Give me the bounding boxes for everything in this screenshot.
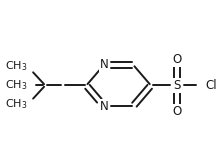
Text: N: N [99, 58, 108, 71]
Text: S: S [174, 79, 181, 92]
Text: CH$_3$: CH$_3$ [5, 98, 28, 111]
Text: Cl: Cl [205, 79, 217, 92]
Text: N: N [99, 99, 108, 113]
Text: CH$_3$: CH$_3$ [5, 59, 28, 73]
Text: O: O [173, 105, 182, 118]
Text: CH$_3$: CH$_3$ [5, 79, 28, 92]
Text: O: O [173, 53, 182, 66]
